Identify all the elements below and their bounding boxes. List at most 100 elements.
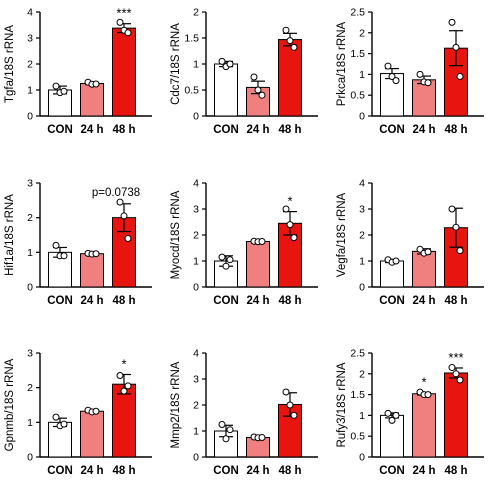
x-category-label: 24 h: [412, 295, 435, 307]
bar-48h: [112, 383, 136, 458]
data-point: [218, 253, 226, 261]
bar-24h: [412, 250, 436, 288]
y-tick-label: 2: [27, 59, 33, 71]
x-category-label: 48 h: [444, 124, 467, 136]
chart-panel-8: Mmp2/18S rRNA 0 1 2 3 4 CON 24 h 48 h: [170, 348, 318, 477]
y-tick-label: 3: [193, 204, 199, 216]
chart-panel-3: Prkca/18S rRNA 0 0.5 1 1.5 2 2.5 CON 24 h 48 h: [336, 7, 484, 136]
data-point: [258, 434, 266, 441]
data-point: [424, 391, 432, 399]
data-point: [290, 234, 298, 242]
data-point: [286, 401, 294, 409]
data-point: [226, 426, 234, 434]
bar-48h: [444, 372, 468, 458]
data-point: [60, 87, 68, 95]
y-tick-label: 0: [193, 282, 199, 294]
data-point: [448, 205, 456, 213]
data-point: [258, 91, 266, 99]
y-tick-label: 1.5: [350, 48, 365, 60]
data-point: [456, 72, 464, 80]
y-tick-label: 3: [193, 374, 199, 386]
x-category-label: CON: [213, 465, 239, 477]
data-point: [226, 256, 234, 264]
data-point: [92, 250, 100, 258]
data-point: [282, 388, 290, 396]
data-point: [258, 238, 266, 245]
data-point: [254, 86, 262, 94]
data-point: [52, 413, 60, 421]
y-tick-label: 0: [359, 452, 365, 464]
chart-panel-7: Gpnmb/18S rRNA 0 1 2 3 CON 24 h 48 h *: [4, 348, 152, 477]
y-tick-label: 2: [359, 230, 365, 242]
data-point: [60, 420, 68, 428]
y-tick-label: 2.5: [350, 7, 365, 19]
y-tick-label: 3: [359, 204, 365, 216]
y-tick-label: 0: [193, 111, 199, 123]
bar-24h: [80, 253, 104, 288]
data-point: [116, 372, 124, 380]
y-tick-label: 1: [27, 85, 33, 97]
data-point: [384, 409, 392, 417]
x-category-label: CON: [379, 124, 405, 136]
data-point: [286, 37, 294, 45]
chart-panel-1: Tgfa/18S rRNA 0 1 2 3 4 CON 24 h 48 h ***: [4, 6, 152, 136]
significance-annotation: *: [121, 356, 126, 371]
x-category-label: CON: [47, 295, 73, 307]
data-point: [282, 205, 290, 213]
y-tick-label: 4: [27, 7, 33, 19]
x-category-label: 24 h: [412, 124, 435, 136]
x-category-label: 24 h: [412, 465, 435, 477]
y-tick-label: 1: [193, 59, 199, 71]
data-point: [124, 29, 132, 37]
data-point: [116, 18, 124, 26]
chart-panel-4: Hif1a/18S rRNA 0 1 2 3 CON 24 h 48 h p=0.0738: [4, 178, 152, 307]
data-point: [452, 223, 460, 231]
data-point: [286, 221, 294, 229]
data-point: [124, 382, 132, 390]
data-point: [392, 257, 400, 265]
y-tick-label: 1.5: [350, 389, 365, 401]
y-tick-label: 2: [193, 400, 199, 412]
bar-24h: [80, 83, 104, 117]
data-point: [424, 248, 432, 256]
y-tick-label: 4: [193, 348, 199, 360]
significance-annotation: *: [421, 375, 426, 390]
y-tick-label: 1: [27, 417, 33, 429]
data-point: [456, 247, 464, 255]
y-tick-label: 0: [359, 282, 365, 294]
data-point: [388, 72, 396, 80]
data-point: [290, 411, 298, 419]
data-point: [282, 26, 290, 34]
y-axis-label: Mmp2/18S rRNA: [170, 361, 182, 448]
data-point: [222, 262, 230, 270]
y-tick-label: 0: [359, 111, 365, 123]
data-point: [456, 376, 464, 384]
x-category-label: 24 h: [246, 124, 269, 136]
x-category-label: 48 h: [112, 295, 135, 307]
data-point: [392, 77, 400, 85]
bar-24h: [80, 410, 104, 458]
x-category-label: 48 h: [112, 465, 135, 477]
data-point: [52, 241, 60, 249]
y-axis-label: Gpnmb/18S rRNA: [4, 358, 16, 451]
data-point: [124, 234, 132, 242]
y-tick-label: 1: [359, 410, 365, 422]
x-category-label: 48 h: [278, 465, 301, 477]
x-category-label: 48 h: [278, 124, 301, 136]
data-point: [384, 62, 392, 70]
y-axis-label: Vegfa/18S rRNA: [336, 192, 348, 277]
data-point: [290, 43, 298, 51]
x-category-label: CON: [213, 124, 239, 136]
significance-annotation: *: [287, 194, 292, 209]
y-tick-label: 2: [359, 27, 365, 39]
x-category-label: 48 h: [278, 295, 301, 307]
y-tick-label: 1: [359, 256, 365, 268]
y-tick-label: 2: [193, 230, 199, 242]
data-point: [226, 60, 234, 68]
data-point: [92, 80, 100, 88]
x-category-label: 48 h: [112, 124, 135, 136]
data-point: [116, 198, 124, 206]
y-axis-label: Rufy3/18S rRNA: [336, 362, 348, 447]
